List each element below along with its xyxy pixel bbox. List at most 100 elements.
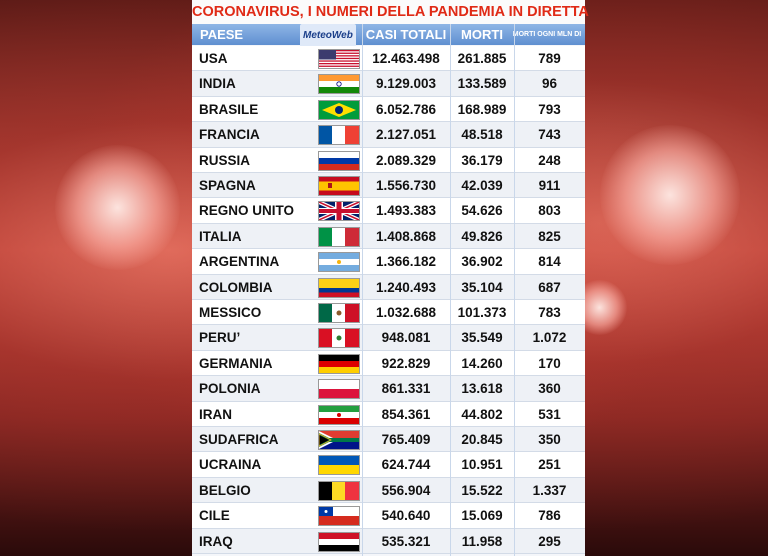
row-divider bbox=[192, 349, 585, 351]
deaths-per-million-cell: 793 bbox=[538, 101, 561, 117]
deaths-cell: 13.618 bbox=[461, 381, 503, 397]
country-name: ITALIA bbox=[199, 228, 242, 244]
brazil-flag-icon bbox=[318, 99, 360, 120]
table-row: REGNO UNITO 1.493.383 54.626 803 bbox=[192, 198, 585, 224]
deaths-per-million-cell: 96 bbox=[541, 76, 558, 92]
deaths-cell: 11.958 bbox=[461, 533, 503, 549]
deaths-per-million-cell: 1.072 bbox=[532, 330, 567, 346]
deaths-cell: 15.522 bbox=[461, 482, 503, 498]
country-name: BRASILE bbox=[199, 101, 259, 117]
total-cases-cell: 540.640 bbox=[381, 508, 431, 524]
country-name: REGNO UNITO bbox=[199, 203, 295, 219]
india-flag-icon bbox=[318, 74, 360, 95]
deaths-per-million-cell: 814 bbox=[538, 254, 561, 270]
deaths-cell: 44.802 bbox=[461, 406, 503, 422]
deaths-per-million-cell: 825 bbox=[538, 228, 561, 244]
table-row: IRAN 854.361 44.802 531 bbox=[192, 401, 585, 427]
row-divider bbox=[192, 197, 585, 199]
country-name: POLONIA bbox=[199, 381, 261, 397]
column-divider bbox=[514, 24, 515, 556]
deaths-per-million-cell: 248 bbox=[538, 152, 561, 168]
table-row: ARGENTINA 1.366.182 36.902 814 bbox=[192, 249, 585, 275]
deaths-per-million-cell: 789 bbox=[538, 51, 561, 66]
deaths-per-million-cell: 350 bbox=[538, 432, 561, 447]
row-divider bbox=[192, 426, 585, 427]
deaths-per-million-cell: 1.337 bbox=[532, 482, 567, 498]
deaths-cell: 54.626 bbox=[461, 203, 503, 219]
argentina-flag-icon bbox=[318, 252, 360, 273]
country-name: INDIA bbox=[199, 76, 236, 92]
total-cases-cell: 535.321 bbox=[381, 533, 431, 549]
chile-flag-icon bbox=[318, 506, 360, 527]
country-name: IRAQ bbox=[199, 533, 233, 549]
deaths-per-million-cell: 783 bbox=[538, 305, 561, 320]
country-name: CILE bbox=[199, 508, 230, 524]
colombia-flag-icon bbox=[318, 277, 360, 298]
country-name: COLOMBIA bbox=[199, 279, 273, 295]
country-name: IRAN bbox=[199, 406, 232, 422]
deaths-cell: 10.951 bbox=[461, 457, 503, 473]
row-divider bbox=[192, 553, 585, 554]
row-divider bbox=[192, 121, 585, 123]
total-cases-cell: 6.052.786 bbox=[375, 101, 437, 117]
row-divider bbox=[192, 248, 585, 250]
row-divider bbox=[192, 222, 585, 224]
table-row: MESSICO 1.032.688 101.373 783 bbox=[192, 300, 585, 325]
south-africa-flag-icon bbox=[318, 430, 360, 450]
total-cases-cell: 624.744 bbox=[381, 457, 431, 473]
table-row: RUSSIA 2.089.329 36.179 248 bbox=[192, 147, 585, 173]
row-divider bbox=[192, 146, 585, 148]
deaths-cell: 36.902 bbox=[461, 254, 503, 270]
table-row: COLOMBIA 1.240.493 35.104 687 bbox=[192, 274, 585, 300]
total-cases-cell: 1.240.493 bbox=[375, 279, 437, 295]
table-row: PERU’ 948.081 35.549 1.072 bbox=[192, 325, 585, 351]
total-cases-cell: 2.089.329 bbox=[375, 152, 437, 168]
column-divider bbox=[450, 24, 451, 556]
deaths-cell: 35.549 bbox=[461, 330, 503, 346]
russia-flag-icon bbox=[318, 150, 360, 171]
deaths-cell: 48.518 bbox=[461, 127, 503, 143]
table-row: SPAGNA 1.556.730 42.039 911 bbox=[192, 173, 585, 198]
row-divider bbox=[192, 400, 585, 402]
total-cases-cell: 2.127.051 bbox=[375, 127, 437, 143]
country-name: UCRAINA bbox=[199, 457, 262, 473]
row-divider bbox=[192, 172, 585, 173]
deaths-cell: 49.826 bbox=[461, 228, 503, 244]
country-name: RUSSIA bbox=[199, 152, 251, 168]
total-cases-cell: 1.556.730 bbox=[375, 178, 437, 193]
italy-flag-icon bbox=[318, 226, 360, 247]
table-row: IRAQ 535.321 11.958 295 bbox=[192, 528, 585, 554]
deaths-per-million-cell: 360 bbox=[538, 381, 561, 397]
country-name: SPAGNA bbox=[199, 178, 256, 193]
total-cases-cell: 861.331 bbox=[381, 381, 431, 397]
deaths-cell: 35.104 bbox=[461, 279, 503, 295]
table-row: SUDAFRICA 765.409 20.845 350 bbox=[192, 427, 585, 452]
total-cases-cell: 1.366.182 bbox=[375, 254, 437, 270]
table-row: UCRAINA 624.744 10.951 251 bbox=[192, 452, 585, 478]
deaths-per-million-cell: 251 bbox=[538, 457, 561, 473]
country-name: GERMANIA bbox=[199, 355, 273, 371]
virus-right-icon bbox=[600, 125, 740, 265]
germany-flag-icon bbox=[318, 353, 360, 374]
total-cases-cell: 556.904 bbox=[381, 482, 431, 498]
country-name: SUDAFRICA bbox=[199, 432, 279, 447]
row-divider bbox=[192, 451, 585, 453]
table-row: FRANCIA 2.127.051 48.518 743 bbox=[192, 122, 585, 148]
header-total-cases: CASI TOTALI bbox=[365, 27, 447, 42]
row-divider bbox=[192, 299, 585, 300]
iran-flag-icon bbox=[318, 404, 360, 425]
country-name: FRANCIA bbox=[199, 127, 260, 143]
row-divider bbox=[192, 95, 585, 97]
deaths-cell: 14.260 bbox=[461, 355, 503, 371]
column-divider bbox=[362, 24, 363, 556]
row-divider bbox=[192, 375, 585, 377]
peru-flag-icon bbox=[318, 328, 360, 349]
total-cases-cell: 1.032.688 bbox=[375, 305, 437, 320]
page-title: CORONAVIRUS, I NUMERI DELLA PANDEMIA IN … bbox=[192, 0, 589, 24]
table-row: INDIA 9.129.003 133.589 96 bbox=[192, 71, 585, 97]
deaths-per-million-cell: 531 bbox=[538, 406, 561, 422]
total-cases-cell: 1.408.868 bbox=[375, 228, 437, 244]
deaths-cell: 36.179 bbox=[461, 152, 503, 168]
iraq-flag-icon bbox=[318, 531, 360, 552]
virus-left-icon bbox=[55, 145, 180, 270]
